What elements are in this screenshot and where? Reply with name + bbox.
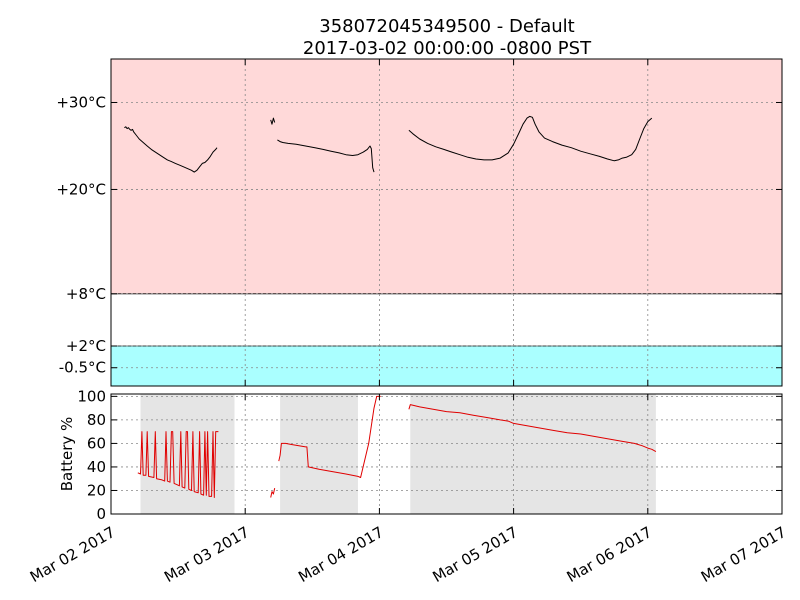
y-tick-label: +2°C	[66, 337, 106, 355]
chart-title: 358072045349500 - Default	[319, 16, 575, 37]
y-axis-label: Battery %	[58, 417, 76, 492]
battery-panel: 0 20 40 60 80 100 Mar 02 2017 Mar 03 2017 Mar 04…	[27, 387, 789, 586]
temperature-panel: +30°C +20°C +8°C +2°C -0.5°C	[56, 58, 783, 387]
y-tick-label: -0.5°C	[59, 359, 106, 377]
y-tick-label: 80	[87, 411, 106, 429]
battery-line-segment	[278, 395, 381, 478]
plot-frame	[110, 393, 783, 515]
y-tick-label: +30°C	[56, 93, 106, 111]
x-tick-label: Mar 06 2017	[564, 523, 655, 586]
alarm-band	[111, 345, 782, 386]
battery-line-segment	[270, 487, 276, 498]
x-tick-label: Mar 03 2017	[161, 523, 252, 586]
y-tick-label: 100	[77, 387, 106, 405]
data-coverage-span	[410, 394, 656, 514]
temperature-line-segment	[408, 115, 653, 162]
y-tick-label: +20°C	[56, 180, 106, 198]
alarm-band	[111, 59, 782, 294]
temperature-line-segment	[124, 126, 218, 173]
data-coverage-span	[280, 394, 358, 514]
temperature-line-segment	[270, 117, 276, 125]
y-tick-label: +8°C	[66, 285, 106, 303]
x-tick-label: Mar 04 2017	[295, 523, 386, 586]
plot-frame	[110, 58, 783, 387]
y-tick-label: 20	[87, 481, 106, 499]
battery-line-segment	[408, 404, 657, 453]
temperature-line-segment	[277, 139, 375, 173]
x-tick-label: Mar 07 2017	[698, 523, 789, 586]
y-tick-label: 60	[87, 434, 106, 452]
x-tick-label: Mar 02 2017	[27, 523, 118, 586]
y-tick-label: 40	[87, 458, 106, 476]
battery-line-segment	[137, 431, 219, 498]
y-tick-label: 0	[96, 505, 106, 523]
chart-subtitle: 2017-03-02 00:00:00 -0800 PST	[303, 38, 592, 59]
x-tick-label: Mar 05 2017	[429, 523, 520, 586]
